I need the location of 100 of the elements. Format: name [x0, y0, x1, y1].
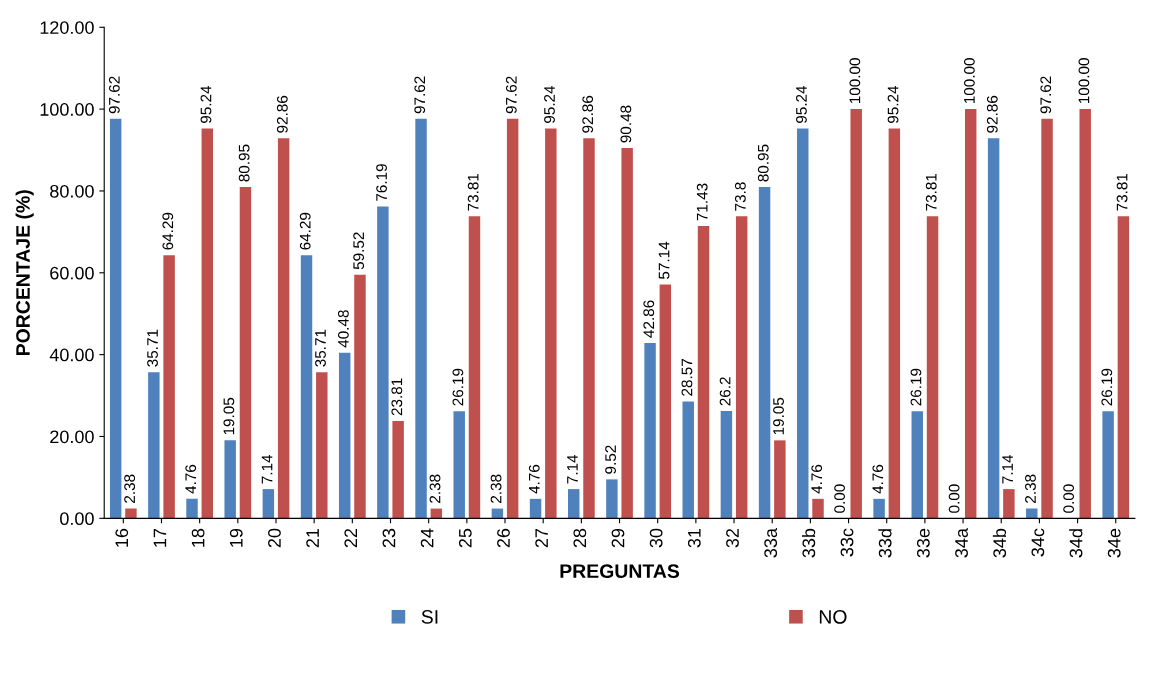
x-tick-label: 26 — [497, 528, 510, 548]
data-label: 35.71 — [147, 329, 158, 367]
data-label: 4.76 — [528, 464, 540, 494]
data-label: 26.2 — [719, 377, 731, 406]
data-label: 4.76 — [811, 464, 823, 494]
bar — [720, 411, 733, 519]
data-label: 19.05 — [773, 397, 784, 435]
bar — [1117, 216, 1130, 519]
bar — [277, 138, 290, 519]
data-label: 7.14 — [1002, 454, 1013, 484]
bar — [529, 498, 542, 519]
y-tick-label: 40.00 — [49, 348, 94, 362]
bar — [377, 206, 389, 519]
bar — [697, 226, 710, 519]
bar — [850, 109, 862, 519]
bar — [239, 187, 252, 519]
data-label: 9.52 — [605, 445, 616, 474]
bar — [148, 372, 160, 519]
bar — [774, 440, 786, 519]
x-tick-label: 16 — [115, 528, 129, 547]
data-label: 73.81 — [925, 173, 937, 211]
x-tick-label: 28 — [573, 528, 587, 548]
data-label: 95.24 — [544, 85, 555, 123]
x-tick-label: 27 — [535, 528, 548, 548]
bar — [1079, 109, 1091, 519]
y-tick-label: 80.00 — [50, 184, 94, 198]
bar — [964, 109, 977, 519]
data-label: 23.81 — [391, 378, 403, 416]
x-tick-label: 21 — [306, 528, 319, 548]
bar — [354, 274, 366, 519]
data-label: 92.86 — [582, 95, 594, 133]
y-tick-label: 0.00 — [60, 512, 94, 526]
x-tick-label: 34a — [955, 528, 968, 558]
bar — [262, 489, 275, 519]
bar — [987, 138, 1000, 519]
data-label: 0.00 — [1063, 484, 1075, 513]
bar — [506, 118, 519, 519]
y-tick-label: 100.00 — [40, 103, 94, 116]
bar — [911, 411, 923, 519]
data-label: 90.48 — [620, 105, 632, 143]
x-tick-label: 32 — [726, 528, 739, 548]
data-label: 73.8 — [734, 182, 746, 211]
data-label: 57.14 — [658, 241, 670, 279]
data-label: 92.86 — [276, 95, 288, 133]
data-label: 73.81 — [467, 173, 479, 211]
data-label: 0.00 — [948, 484, 960, 513]
data-label: 97.62 — [414, 76, 426, 114]
bar — [659, 284, 672, 519]
data-label: 95.24 — [796, 85, 807, 123]
data-label: 40.48 — [337, 310, 349, 348]
bar — [583, 138, 595, 519]
x-tick-label: 34c — [1031, 528, 1045, 557]
bar — [415, 118, 427, 519]
bar — [1003, 489, 1015, 519]
x-tick-label: 17 — [153, 528, 167, 547]
data-label: 76.19 — [376, 164, 387, 201]
data-label: 71.43 — [696, 183, 708, 221]
data-label: 97.62 — [1040, 76, 1052, 114]
bar — [468, 216, 481, 519]
x-tick-label: 29 — [611, 528, 625, 548]
data-label: 100.00 — [849, 58, 861, 104]
data-label: 59.52 — [353, 232, 365, 270]
data-label: 73.81 — [1116, 173, 1128, 211]
x-tick-label: 33e — [916, 528, 930, 558]
data-label: 95.24 — [200, 85, 212, 123]
bar — [644, 342, 656, 519]
bar — [109, 118, 122, 519]
x-tick-label: 34e — [1107, 528, 1121, 558]
x-tick-label: 19 — [229, 528, 243, 547]
data-label: 4.76 — [872, 464, 884, 494]
bar — [338, 352, 351, 519]
x-tick-label: 20 — [268, 528, 281, 548]
data-label: 2.38 — [124, 474, 136, 503]
x-tick-label: 25 — [458, 528, 472, 548]
data-label: 26.19 — [910, 368, 922, 406]
data-label: 7.14 — [567, 454, 578, 484]
data-label: 97.62 — [505, 76, 517, 114]
bar — [606, 479, 618, 519]
data-label: 80.95 — [238, 144, 250, 182]
x-tick-label: 22 — [344, 528, 357, 548]
bar — [888, 128, 901, 519]
bar — [201, 128, 214, 519]
data-label: 2.38 — [1025, 474, 1036, 503]
x-tick-label: 33a — [764, 528, 778, 558]
bar — [735, 216, 748, 519]
data-label: 28.57 — [681, 359, 693, 396]
bar — [186, 498, 198, 519]
bar — [224, 440, 236, 519]
data-label: 97.62 — [108, 76, 120, 114]
y-tick-label: 20.00 — [50, 430, 94, 444]
data-label: 80.95 — [757, 144, 769, 182]
bar — [812, 498, 824, 519]
x-tick-label: 31 — [687, 528, 701, 548]
bar — [453, 411, 465, 519]
bar — [1041, 118, 1053, 519]
data-label: 100.00 — [1078, 58, 1090, 104]
legend-label: SI — [421, 609, 438, 624]
data-label: 64.29 — [299, 212, 311, 250]
data-label: 100.00 — [963, 58, 975, 104]
bar — [621, 148, 633, 519]
